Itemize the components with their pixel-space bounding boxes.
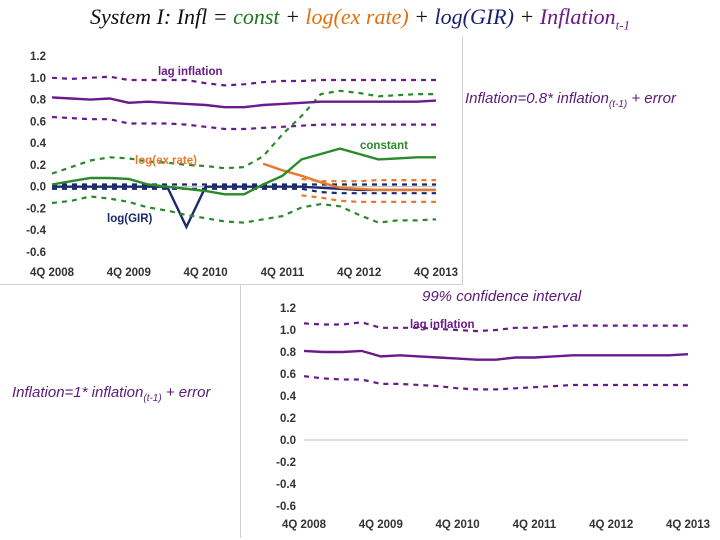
note-top-right: Inflation=0.8* inflation(t-1) + error xyxy=(465,90,676,110)
lag-inflation-upper-bound-line xyxy=(303,321,688,333)
x-tick-label: 4Q 2012 xyxy=(337,267,381,279)
y-tick-label: 0.2 xyxy=(280,413,296,425)
y-tick-label: -0.4 xyxy=(26,225,46,237)
chart-1-frame xyxy=(0,36,463,285)
note-left-main: Inflation=1* inflation xyxy=(12,384,144,401)
lag-inflation-series-line xyxy=(303,349,689,361)
x-tick-label: 4Q 2009 xyxy=(359,519,403,531)
log-ex-rate-series-line xyxy=(262,162,436,192)
y-tick-label: 0.0 xyxy=(30,182,46,194)
y-tick-label: 1.0 xyxy=(30,73,46,85)
title-term-exrate: log(ex rate) xyxy=(305,4,409,29)
note-left-subscript: (t-1) xyxy=(143,393,162,404)
title-prefix: System I: Infl = xyxy=(89,4,234,29)
lag-inflation-label: lag inflation xyxy=(158,66,223,78)
y-tick-label: 0.6 xyxy=(280,369,296,381)
x-tick-label: 4Q 2012 xyxy=(589,519,633,531)
y-tick-label: -0.6 xyxy=(26,247,46,259)
note-left: Inflation=1* inflation(t-1) + error xyxy=(12,384,210,404)
title-plus: + xyxy=(408,4,435,29)
log-ex-rate-upper-bound-line xyxy=(301,177,436,183)
note-top-right-subscript: (t-1) xyxy=(608,99,628,110)
slide-title: System I: Infl = const + log(ex rate) + … xyxy=(0,4,720,33)
title-term-inflation-text: Inflation xyxy=(539,4,616,29)
note-ci-text: 99% confidence interval xyxy=(422,288,582,305)
y-tick-label: 0.8 xyxy=(30,95,47,107)
lag-inflation-series-line xyxy=(51,96,437,109)
x-tick-label: 4Q 2011 xyxy=(261,267,305,279)
y-tick-label: 0.0 xyxy=(280,435,296,447)
y-tick-label: 0.4 xyxy=(280,391,297,403)
y-tick-label: 0.2 xyxy=(30,160,46,172)
y-tick-label: 0.4 xyxy=(30,138,47,150)
title-term-inflation: Inflationt-1 xyxy=(539,4,631,33)
y-tick-label: -0.2 xyxy=(26,203,46,215)
log-gir-lower-bound-line xyxy=(52,187,436,195)
constant-lower-bound-line xyxy=(51,195,437,224)
title-term-gir: log(GIR) xyxy=(434,4,514,29)
title-plus: + xyxy=(279,4,306,29)
y-tick-label: 1.2 xyxy=(280,303,296,315)
x-tick-label: 4Q 2008 xyxy=(30,267,75,279)
lag-inflation-label: lag inflation xyxy=(410,319,475,331)
title-term-inflation-subscript: t-1 xyxy=(615,17,631,33)
exrate-label: log(ex rate) xyxy=(135,155,197,167)
y-tick-label: -0.6 xyxy=(276,501,296,513)
y-tick-label: -0.2 xyxy=(276,457,296,469)
constant-series-line xyxy=(51,147,436,196)
x-tick-label: 4Q 2013 xyxy=(666,519,710,531)
note-top-right-main: Inflation=0.8* inflation xyxy=(465,90,609,107)
gir-label: log(GIR) xyxy=(107,213,153,225)
chart-2-frame xyxy=(240,284,719,538)
x-tick-label: 4Q 2013 xyxy=(414,267,458,279)
title-term-const: const xyxy=(233,4,280,29)
note-ci: 99% confidence interval xyxy=(422,288,581,305)
x-tick-label: 4Q 2008 xyxy=(282,519,327,531)
y-tick-label: 0.8 xyxy=(280,347,297,359)
x-tick-label: 4Q 2011 xyxy=(513,519,557,531)
x-tick-label: 4Q 2010 xyxy=(436,519,480,531)
note-left-tail: + error xyxy=(161,384,211,401)
y-tick-label: 1.2 xyxy=(30,51,46,63)
title-plus: + xyxy=(513,4,540,29)
x-tick-label: 4Q 2010 xyxy=(184,267,228,279)
y-tick-label: -0.4 xyxy=(276,479,296,491)
y-tick-label: 0.6 xyxy=(30,116,46,128)
note-top-right-tail: + error xyxy=(627,90,676,107)
x-tick-label: 4Q 2009 xyxy=(107,267,151,279)
lag-inflation-lower-bound-line xyxy=(51,115,436,131)
constant-label: constant xyxy=(360,140,408,152)
log-ex-rate-lower-bound-line xyxy=(301,194,436,203)
lag-inflation-lower-bound-line xyxy=(303,375,688,391)
constant-upper-bound-line xyxy=(51,89,436,175)
lag-inflation-upper-bound-line xyxy=(51,75,436,87)
y-tick-label: 1.0 xyxy=(280,325,296,337)
